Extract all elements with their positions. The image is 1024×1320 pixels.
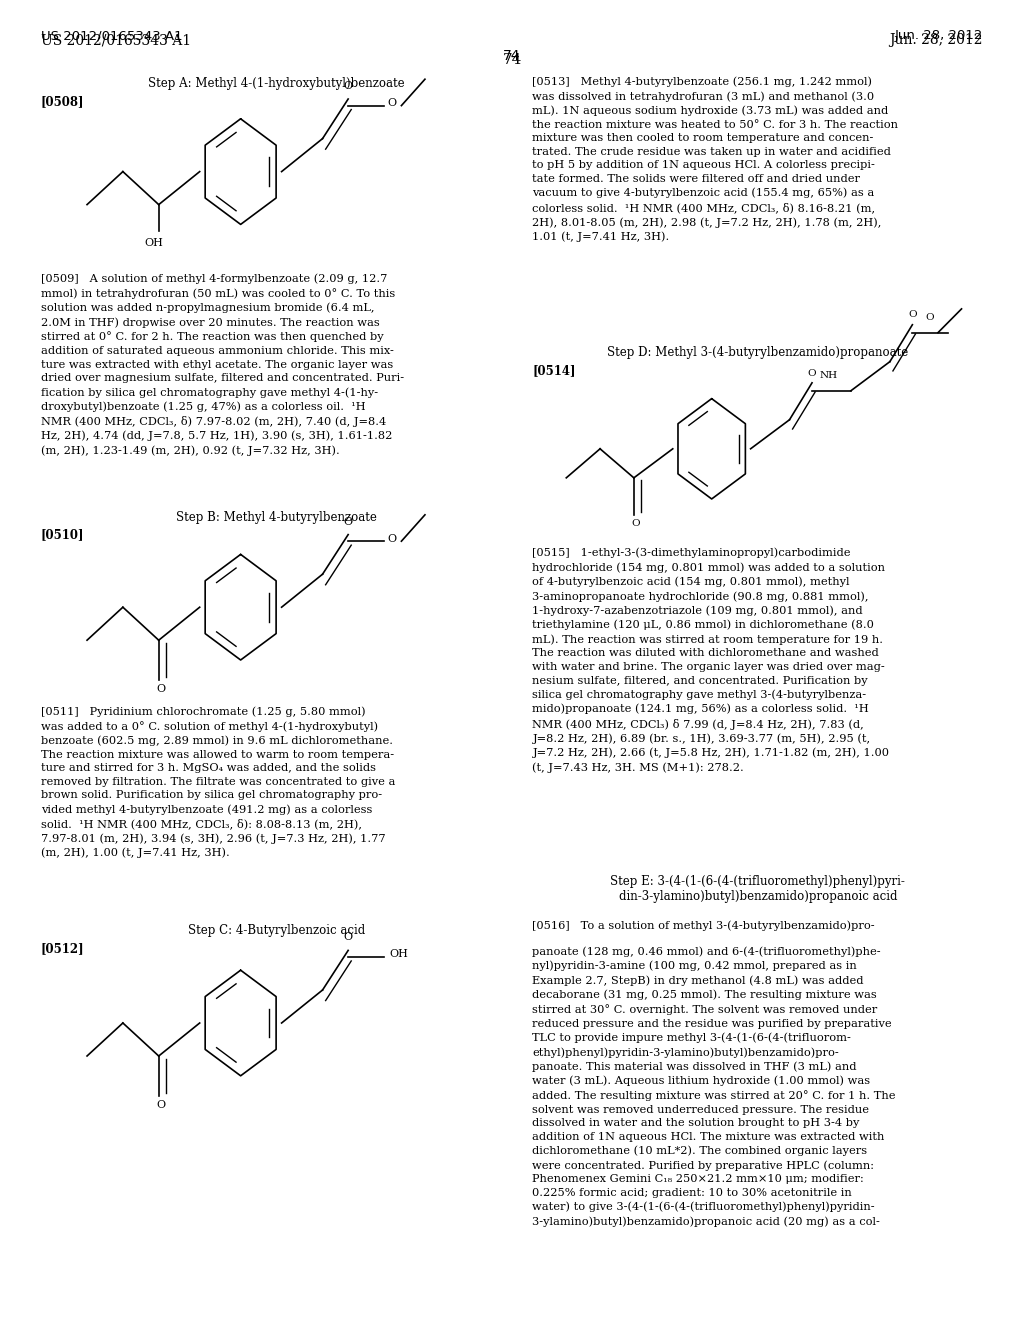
Text: [0516]   To a solution of methyl 3-(4-butyrylbenzamido)pro-: [0516] To a solution of methyl 3-(4-buty… [532,920,876,931]
Text: Step C: 4-Butyrylbenzoic acid: Step C: 4-Butyrylbenzoic acid [187,924,366,937]
Text: [0510]: [0510] [41,528,84,541]
Text: OH: OH [144,238,163,248]
Text: [0514]: [0514] [532,364,575,378]
Text: US 2012/0165343 A1: US 2012/0165343 A1 [41,29,182,42]
Text: Step E: 3-(4-(1-(6-(4-(trifluoromethyl)phenyl)pyri-
din-3-ylamino)butyl)benzamid: Step E: 3-(4-(1-(6-(4-(trifluoromethyl)p… [610,875,905,903]
Text: O: O [157,1100,165,1110]
Text: [0515]   1-ethyl-3-(3-dimethylaminopropyl)carbodimide
hydrochloride (154 mg, 0.8: [0515] 1-ethyl-3-(3-dimethylaminopropyl)… [532,548,890,772]
Text: [0513]   Methyl 4-butyrylbenzoate (256.1 mg, 1.242 mmol)
was dissolved in tetrah: [0513] Methyl 4-butyrylbenzoate (256.1 m… [532,77,898,242]
Text: [0509]   A solution of methyl 4-formylbenzoate (2.09 g, 12.7
mmol) in tetrahydro: [0509] A solution of methyl 4-formylbenz… [41,273,404,455]
Text: O: O [926,313,934,322]
Text: O: O [387,98,396,108]
Text: O: O [344,81,352,91]
Text: [0512]: [0512] [41,942,85,956]
Text: Step D: Methyl 3-(4-butyrylbenzamido)propanoate: Step D: Methyl 3-(4-butyrylbenzamido)pro… [607,346,908,359]
Text: panoate (128 mg, 0.46 mmol) and 6-(4-(trifluoromethyl)phe-
nyl)pyridin-3-amine (: panoate (128 mg, 0.46 mmol) and 6-(4-(tr… [532,946,896,1226]
Text: O: O [808,368,816,378]
Text: NH: NH [819,371,838,380]
Text: O: O [344,932,352,942]
Text: O: O [157,684,165,694]
Text: O: O [908,310,916,319]
Text: [0508]: [0508] [41,95,84,108]
Text: OH: OH [389,949,408,960]
Text: [0511]   Pyridinium chlorochromate (1.25 g, 5.80 mmol)
was added to a 0° C. solu: [0511] Pyridinium chlorochromate (1.25 g… [41,706,395,858]
Text: Step A: Methyl 4-(1-hydroxybutyl)benzoate: Step A: Methyl 4-(1-hydroxybutyl)benzoat… [148,77,404,90]
Text: 74: 74 [503,49,521,63]
Text: 74: 74 [503,53,521,67]
Text: Step B: Methyl 4-butyrylbenzoate: Step B: Methyl 4-butyrylbenzoate [176,511,377,524]
Text: US 2012/0165343 A1: US 2012/0165343 A1 [41,33,191,48]
Text: Jun. 28, 2012: Jun. 28, 2012 [895,29,983,42]
Text: O: O [387,533,396,544]
Text: Jun. 28, 2012: Jun. 28, 2012 [890,33,983,48]
Text: O: O [344,516,352,527]
Text: O: O [632,519,640,528]
